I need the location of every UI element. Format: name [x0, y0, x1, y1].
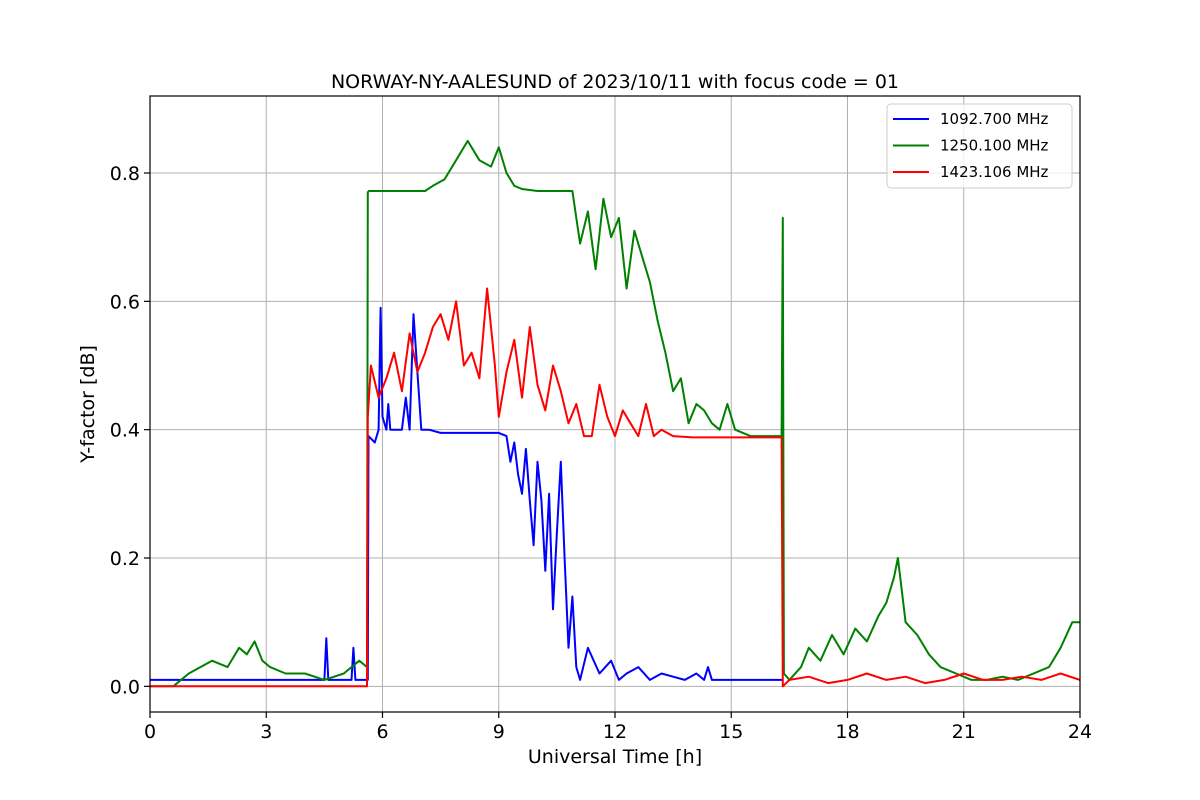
series-line-2 — [150, 139, 1080, 688]
legend: 1092.700 MHz 1250.100 MHz 1423.106 MHz — [886, 103, 1073, 189]
legend-label: 1250.100 MHz — [940, 137, 1049, 155]
x-tick-label: 18 — [835, 721, 859, 743]
y-tick-label: 0.2 — [110, 548, 140, 570]
series-line-3 — [150, 287, 1080, 688]
legend-label: 1092.700 MHz — [940, 110, 1049, 128]
y-axis-label: Y-factor [dB] — [77, 345, 99, 464]
x-tick-label: 24 — [1068, 721, 1092, 743]
y-tick-label: 0.8 — [110, 163, 140, 185]
x-tick-label: 0 — [144, 721, 156, 743]
x-tick-label: 15 — [719, 721, 743, 743]
tick-layer: 0 3 6 9 12 15 18 21 24 0.0 0.2 0.4 0.6 0.8 — [110, 163, 1092, 743]
x-tick-label: 9 — [493, 721, 505, 743]
x-tick-label: 21 — [952, 721, 976, 743]
y-tick-label: 0.6 — [110, 291, 140, 313]
series-layer — [150, 139, 1080, 688]
x-tick-label: 12 — [603, 721, 627, 743]
x-axis-label: Universal Time [h] — [528, 746, 702, 768]
x-tick-label: 3 — [260, 721, 272, 743]
y-tick-label: 0.4 — [110, 420, 140, 442]
series-line-1 — [150, 306, 784, 681]
chart-title: NORWAY-NY-AALESUND of 2023/10/11 with fo… — [331, 71, 899, 93]
x-tick-label: 6 — [376, 721, 388, 743]
legend-label: 1423.106 MHz — [940, 163, 1049, 181]
legend-box — [886, 103, 1073, 189]
y-tick-label: 0.0 — [110, 676, 140, 698]
